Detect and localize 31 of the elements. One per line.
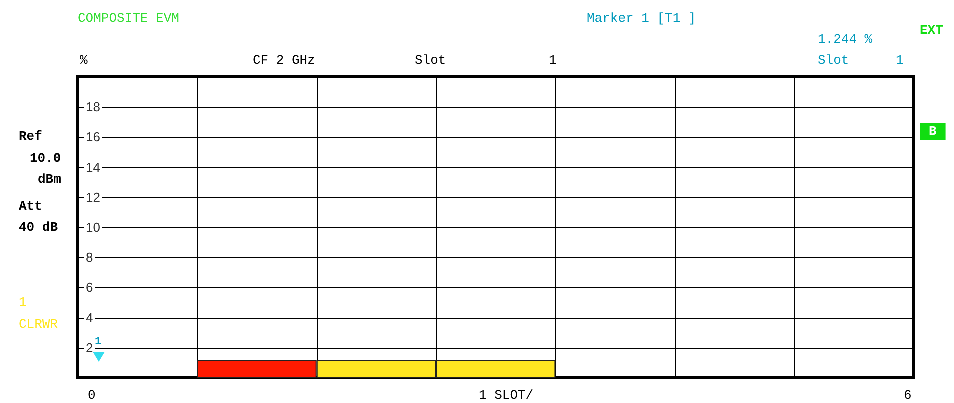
y-tick-label: 14 (86, 160, 100, 175)
text: Slot (415, 53, 446, 68)
text: B (929, 124, 937, 139)
y-tick-label: 10 (86, 220, 100, 235)
y-tick-label: 16 (86, 130, 100, 145)
y-axis-title: % (80, 53, 88, 68)
chart-title: COMPOSITE EVM (78, 11, 180, 26)
text: 6 (904, 388, 912, 403)
y-tick-label: 12 (86, 190, 100, 205)
text: CLRWR (19, 317, 58, 332)
text: dBm (38, 172, 62, 187)
text: 1 (549, 53, 557, 68)
annotation: 1 (95, 336, 102, 348)
y-tick-label: 8 (86, 250, 94, 266)
text: Ref (19, 129, 43, 144)
text: CF 2 GHz (253, 53, 316, 68)
text: Att (19, 199, 42, 214)
text: 1 (896, 53, 904, 68)
text: 0 (88, 388, 96, 403)
y-tick-label: 18 (86, 100, 100, 115)
text: Slot (818, 53, 850, 68)
text: 1 (19, 295, 27, 310)
y-tick-label: 6 (86, 280, 94, 296)
y-tick-label: 2 (86, 340, 94, 356)
y-tick-label: 4 (86, 310, 94, 326)
text: 1.244 % (818, 32, 873, 47)
text: 40 dB (19, 220, 58, 235)
text: 10.0 (30, 151, 62, 166)
x-axis-title: 1 SLOT/ (479, 388, 534, 403)
text: EXT (920, 23, 944, 38)
text: Marker 1 [T1 ] (587, 11, 696, 26)
